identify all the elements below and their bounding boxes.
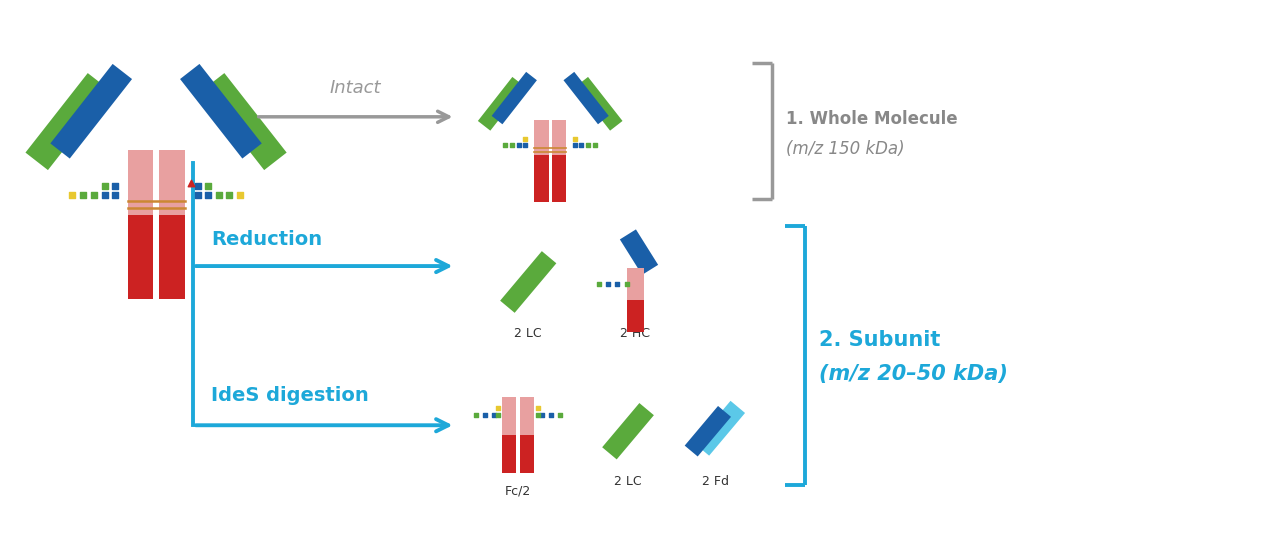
Text: Intact: Intact xyxy=(330,79,381,97)
Text: 2 LC: 2 LC xyxy=(515,327,541,340)
Point xyxy=(509,140,530,149)
Bar xyxy=(502,397,516,435)
Point xyxy=(83,191,104,200)
Polygon shape xyxy=(620,229,658,275)
Text: 2 HC: 2 HC xyxy=(620,327,650,340)
Point xyxy=(541,411,562,420)
Polygon shape xyxy=(563,72,609,124)
Point xyxy=(598,280,618,289)
Bar xyxy=(552,120,566,155)
Point xyxy=(495,140,516,149)
Text: 2 Fd: 2 Fd xyxy=(703,475,730,488)
Point xyxy=(564,140,585,149)
Bar xyxy=(128,150,154,215)
Point xyxy=(73,191,93,200)
Point xyxy=(209,191,229,200)
Bar xyxy=(520,435,534,473)
Text: Fc/2: Fc/2 xyxy=(506,485,531,498)
Polygon shape xyxy=(26,73,110,170)
Polygon shape xyxy=(685,406,731,456)
Polygon shape xyxy=(695,401,745,455)
Bar xyxy=(520,397,534,435)
Point xyxy=(617,280,637,289)
Text: IdeS digestion: IdeS digestion xyxy=(211,386,369,406)
Polygon shape xyxy=(477,77,525,131)
Bar xyxy=(128,215,154,299)
Polygon shape xyxy=(50,64,132,158)
Point xyxy=(571,140,591,149)
Point xyxy=(515,134,535,143)
Point xyxy=(502,140,522,149)
Bar xyxy=(627,268,644,300)
Bar xyxy=(502,435,516,473)
Bar xyxy=(627,300,644,332)
Point xyxy=(219,191,239,200)
Bar xyxy=(159,215,184,299)
Polygon shape xyxy=(202,73,287,170)
Point xyxy=(197,182,218,191)
Text: (m/z 150 kDa): (m/z 150 kDa) xyxy=(786,140,904,158)
Point xyxy=(475,411,495,420)
Text: 2 LC: 2 LC xyxy=(614,475,641,488)
Point xyxy=(577,140,598,149)
Bar xyxy=(552,155,566,202)
Text: 2. Subunit: 2. Subunit xyxy=(819,330,940,350)
Point xyxy=(550,411,571,420)
Polygon shape xyxy=(500,251,557,313)
Polygon shape xyxy=(492,72,536,124)
Point xyxy=(61,191,82,200)
Point xyxy=(585,140,605,149)
Point xyxy=(104,191,124,200)
Point xyxy=(180,179,201,188)
Point xyxy=(515,140,535,149)
Point xyxy=(564,134,585,143)
Point xyxy=(488,411,508,420)
Point xyxy=(484,411,504,420)
Point xyxy=(488,404,508,413)
Point xyxy=(230,191,251,200)
Point xyxy=(104,182,124,191)
Bar xyxy=(534,120,549,155)
Point xyxy=(466,411,486,420)
Polygon shape xyxy=(180,64,262,158)
Bar xyxy=(534,155,549,202)
Polygon shape xyxy=(576,77,622,131)
Point xyxy=(589,280,609,289)
Point xyxy=(95,182,115,191)
Text: Reduction: Reduction xyxy=(211,230,323,249)
Point xyxy=(532,411,553,420)
Point xyxy=(527,411,548,420)
Text: (m/z 20–50 kDa): (m/z 20–50 kDa) xyxy=(819,363,1007,383)
Point xyxy=(607,280,627,289)
Point xyxy=(187,191,207,200)
Point xyxy=(527,404,548,413)
Point xyxy=(197,191,218,200)
Text: 1. Whole Molecule: 1. Whole Molecule xyxy=(786,110,957,129)
Point xyxy=(187,182,207,191)
Bar xyxy=(159,150,184,215)
Polygon shape xyxy=(602,403,654,459)
Point xyxy=(95,191,115,200)
